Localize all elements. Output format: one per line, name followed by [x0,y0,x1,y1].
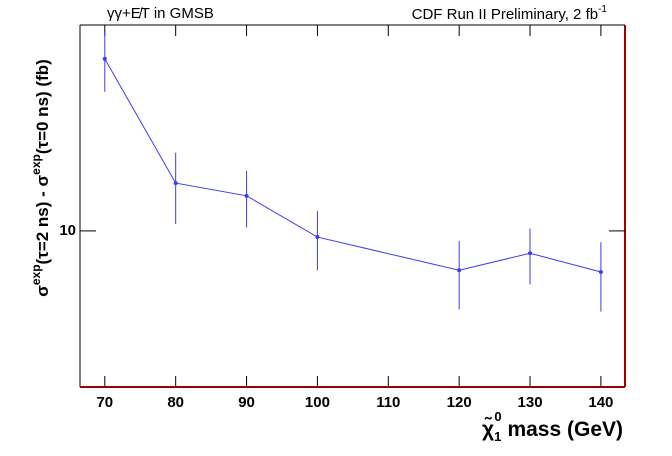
y-tick-label: 10 [59,222,76,239]
data-line [104,58,602,273]
data-point [528,251,533,256]
data-point [315,235,320,240]
title-left: γγ+E̸T in GMSB [107,5,214,22]
x-axis-label: χ̃1 0 mass (GeV) [482,409,623,444]
data-point [173,181,178,186]
data-point [102,56,107,61]
x-tick-label: 130 [518,394,543,411]
y-label-part: (τ=0 ns) (fb) [33,59,52,154]
y-label-part: σ [33,285,52,297]
x-label-symbol: χ̃ [482,417,494,441]
y-label-part: (τ=2 ns) - σ [33,174,52,264]
y-label-sup: exp [29,154,43,175]
x-tick-label: 70 [96,394,113,411]
title-right-text: CDF Run II Preliminary, 2 fb [412,6,598,23]
x-label-sup: 0 [494,409,501,424]
data-point [457,268,462,273]
title-right: CDF Run II Preliminary, 2 fb-1 [412,4,608,23]
x-tick-label: 120 [447,394,472,411]
y-axis-label: σexp(τ=2 ns) - σexp(τ=0 ns) (fb) [29,59,52,297]
x-tick-label: 140 [588,394,613,411]
x-tick-label: 80 [167,394,184,411]
x-tick-label: 110 [376,394,400,411]
data-point [244,193,249,198]
x-tick-label: 90 [238,394,255,411]
title-right-sup: -1 [598,4,607,15]
x-label-sub: 1 [494,429,501,444]
x-label-text: mass (GeV) [502,418,623,441]
x-tick-label: 100 [305,394,330,411]
y-label-sup: exp [29,264,43,285]
data-point [598,269,603,274]
